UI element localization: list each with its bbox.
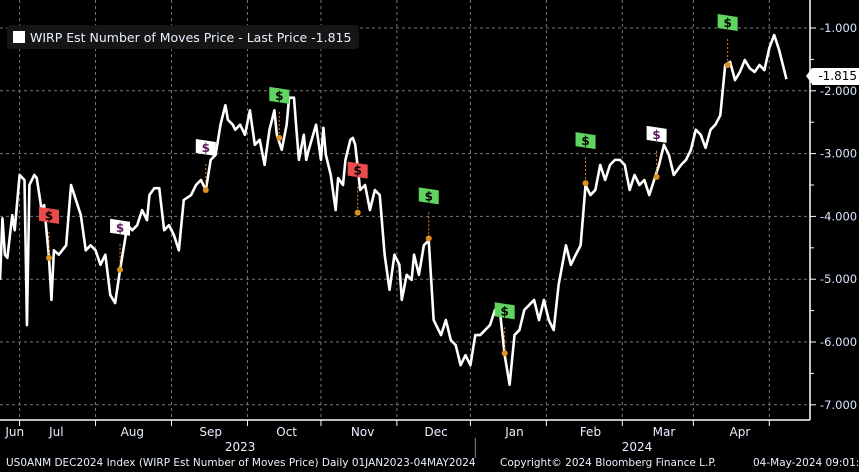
footer-copyright: Copyright© 2024 Bloomberg Finance L.P. bbox=[500, 457, 717, 469]
dollar-symbol: $ bbox=[354, 164, 362, 178]
dollar-flag-annotation: $ bbox=[110, 218, 131, 273]
flag-icon bbox=[494, 302, 515, 320]
x-month-label: Nov bbox=[351, 425, 374, 439]
dollar-flag-annotation: $ bbox=[39, 206, 59, 261]
dollar-symbol: $ bbox=[45, 209, 53, 223]
dollar-symbol: $ bbox=[116, 221, 124, 235]
flag-point bbox=[117, 266, 124, 273]
flag-icon bbox=[418, 187, 439, 205]
dollar-flag-annotation: $ bbox=[418, 187, 439, 242]
flag-point bbox=[582, 180, 589, 187]
dollar-flag-annotation: $ bbox=[717, 14, 738, 69]
flag-point bbox=[501, 350, 508, 357]
flag-icon bbox=[575, 132, 596, 150]
y-tick-label: -7.000 bbox=[820, 398, 857, 412]
dollar-symbol: $ bbox=[202, 141, 210, 155]
x-month-label: Dec bbox=[424, 425, 447, 439]
flag-point bbox=[724, 62, 731, 69]
footer-ticker: US0ANM DEC2024 Index (WIRP Est Number of… bbox=[6, 457, 476, 469]
x-month-label: Jun bbox=[4, 425, 24, 439]
y-tick-label: -3.000 bbox=[820, 147, 857, 161]
footer: US0ANM DEC2024 Index (WIRP Est Number of… bbox=[0, 457, 859, 472]
flag-point bbox=[46, 254, 52, 261]
flag-point bbox=[354, 209, 361, 216]
x-month-label: Jul bbox=[48, 425, 63, 439]
dollar-symbol: $ bbox=[275, 89, 283, 103]
dollar-symbol: $ bbox=[501, 304, 509, 318]
y-tick-label: -6.000 bbox=[820, 335, 857, 349]
flag-icon bbox=[110, 218, 131, 236]
dollar-symbol: $ bbox=[425, 189, 433, 203]
flag-point bbox=[276, 134, 283, 141]
flag-point bbox=[202, 187, 209, 194]
flag-icon bbox=[646, 125, 667, 143]
legend: WIRP Est Number of Moves Price - Last Pr… bbox=[7, 25, 360, 49]
x-month-label: Oct bbox=[276, 425, 297, 439]
dollar-symbol: $ bbox=[723, 16, 731, 30]
dollar-flag-annotation: $ bbox=[494, 302, 515, 357]
dollar-flag-annotation: $ bbox=[575, 132, 596, 187]
y-tick-label: -4.000 bbox=[820, 209, 857, 223]
flag-icon bbox=[347, 161, 368, 179]
flag-icon bbox=[195, 139, 216, 157]
legend-label: WIRP Est Number of Moves Price - Last Pr… bbox=[30, 29, 352, 45]
x-month-label: Jan bbox=[504, 425, 524, 439]
flag-point bbox=[653, 173, 660, 180]
dollar-symbol: $ bbox=[652, 128, 660, 142]
last-price-marker: -1.815 bbox=[806, 68, 859, 85]
x-month-label: Aug bbox=[121, 425, 144, 439]
x-month-label: Feb bbox=[580, 425, 601, 439]
legend-swatch bbox=[13, 31, 25, 43]
x-year-label: 2023 bbox=[225, 440, 256, 454]
dollar-flag-annotation: $ bbox=[269, 86, 290, 141]
x-year-label: 2024 bbox=[622, 440, 653, 454]
x-month-label: Mar bbox=[653, 425, 676, 439]
flag-icon bbox=[39, 206, 59, 224]
flag-point bbox=[425, 235, 432, 242]
flag-icon bbox=[717, 14, 738, 32]
series-line bbox=[0, 33, 788, 387]
dollar-symbol: $ bbox=[581, 134, 589, 148]
dollar-flag-annotation: $ bbox=[195, 139, 216, 194]
y-tick-label: -2.000 bbox=[820, 84, 857, 98]
x-month-label: Apr bbox=[730, 425, 751, 439]
flag-icon bbox=[269, 86, 290, 104]
dollar-flag-annotation: $ bbox=[646, 125, 667, 180]
y-tick-label: -1.000 bbox=[820, 21, 857, 35]
footer-timestamp: 04-May-2024 09:01:21 bbox=[753, 457, 859, 469]
y-tick-label: -5.000 bbox=[820, 272, 857, 286]
dollar-flag-annotation: $ bbox=[347, 161, 368, 216]
x-month-label: Sep bbox=[199, 425, 222, 439]
